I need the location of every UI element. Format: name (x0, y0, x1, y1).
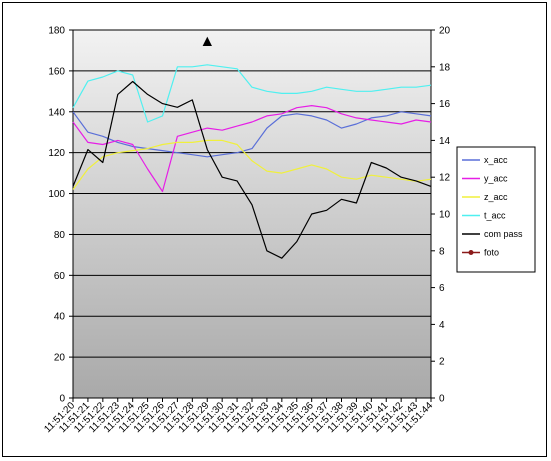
y-right-tick-label: 12 (439, 173, 451, 184)
y-right-tick-label: 8 (439, 246, 445, 257)
y-left-tick-label: 180 (48, 26, 65, 37)
y-right-tick-label: 0 (439, 394, 445, 405)
y-left-tick-label: 80 (54, 230, 66, 241)
series-line-y-acc (72, 104, 432, 193)
gridlines (73, 70, 431, 358)
y-left-tick-label: 60 (54, 271, 66, 282)
legend-label: foto (484, 248, 499, 258)
annotation-marker: ▲ (199, 33, 215, 50)
y-left-tick-label: 100 (48, 189, 65, 200)
legend-label: x_acc (484, 155, 508, 165)
legend-marker (468, 250, 474, 255)
y-left-tick-label: 0 (59, 394, 65, 405)
y-right-tick-label: 2 (439, 357, 445, 368)
y-right-tick-label: 6 (439, 283, 445, 294)
y-left-tick-label: 160 (48, 66, 65, 77)
legend-label: t_acc (484, 211, 506, 221)
y-left-tick-label: 120 (48, 148, 65, 159)
y-right-tick-label: 16 (439, 99, 451, 110)
legend-label: com pass (484, 229, 523, 239)
y-left-tick-label: 140 (48, 107, 65, 118)
series-line-compass (72, 80, 432, 259)
y-right-tick-label: 14 (439, 136, 451, 147)
series-line-z-acc (72, 139, 432, 190)
legend-label: z_acc (484, 192, 508, 202)
plot-area (72, 29, 432, 399)
y-right-tick-label: 20 (439, 26, 451, 37)
y-right-tick-label: 18 (439, 62, 451, 73)
y-right-tick-label: 10 (439, 210, 451, 221)
y-left-tick-label: 20 (54, 353, 66, 364)
y-left-tick-label: 40 (54, 312, 66, 323)
series-line-t-acc (72, 64, 432, 123)
y-right-tick-label: 4 (439, 320, 445, 331)
axes: 0 20 40 60 80 100 120 140 160 180 0 2 4 6 8 10 12 14 16 18 2… (42, 26, 450, 436)
series-group (72, 64, 432, 259)
legend-label: y_acc (484, 174, 508, 184)
series-line-x-acc (72, 111, 432, 158)
